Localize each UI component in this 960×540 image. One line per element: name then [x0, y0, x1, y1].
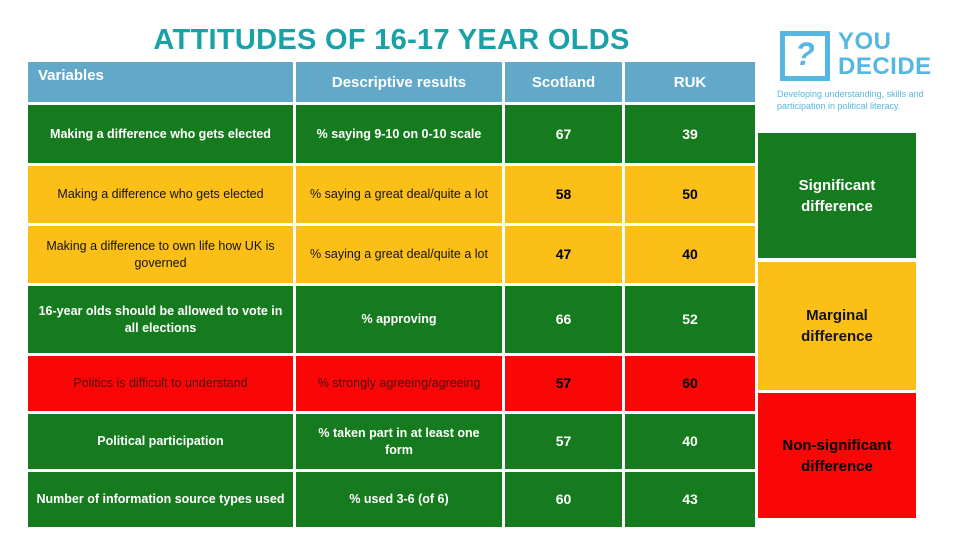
table-cell-variable: 16-year olds should be allowed to vote i… [28, 286, 293, 353]
legend-marginal-difference: Marginal difference [758, 262, 916, 390]
page-title: ATTITUDES OF 16-17 YEAR OLDS [153, 24, 630, 56]
table-cell-variable: Political participation [28, 414, 293, 469]
table-cell-descriptive: % saying 9-10 on 0-10 scale [296, 105, 502, 163]
table-cell-scotland: 60 [505, 472, 622, 527]
table-cell-ruk: 60 [625, 356, 755, 411]
table-cell-descriptive: % saying a great deal/quite a lot [296, 166, 502, 223]
logo-wordmark: YOU DECIDE [838, 28, 932, 81]
logo-tagline: Developing understanding, skills and par… [777, 89, 924, 111]
column-header-descriptive-results: Descriptive results [296, 62, 502, 102]
table-cell-descriptive: % saying a great deal/quite a lot [296, 226, 502, 283]
table-cell-ruk: 39 [625, 105, 755, 163]
table-cell-descriptive: % approving [296, 286, 502, 353]
table-cell-ruk: 52 [625, 286, 755, 353]
table-cell-scotland: 57 [505, 414, 622, 469]
column-header-variables: Variables [28, 62, 293, 102]
table-cell-scotland: 58 [505, 166, 622, 223]
logo-wordmark-decide: DECIDE [838, 53, 932, 81]
table-cell-scotland: 67 [505, 105, 622, 163]
table-cell-descriptive: % used 3-6 (of 6) [296, 472, 502, 527]
logo-wordmark-you: YOU [838, 28, 892, 55]
legend-significant-difference: Significant difference [758, 133, 916, 258]
table-cell-variable: Politics is difficult to understand [28, 356, 293, 411]
column-header-ruk: RUK [625, 62, 755, 102]
table-cell-variable: Making a difference to own life how UK i… [28, 226, 293, 283]
table-cell-scotland: 47 [505, 226, 622, 283]
table-cell-ruk: 40 [625, 226, 755, 283]
table-cell-ruk: 50 [625, 166, 755, 223]
table-cell-descriptive: % strongly agreeing/agreeing [296, 356, 502, 411]
table-cell-variable: Number of information source types used [28, 472, 293, 527]
table-cell-scotland: 66 [505, 286, 622, 353]
table-cell-variable: Making a difference who gets elected [28, 166, 293, 223]
column-header-scotland: Scotland [505, 62, 622, 102]
attitudes-table: Variables Descriptive results Scotland R… [28, 62, 755, 527]
table-cell-descriptive: % taken part in at least one form [296, 414, 502, 469]
table-cell-ruk: 40 [625, 414, 755, 469]
table-cell-variable: Making a difference who gets elected [28, 105, 293, 163]
table-cell-ruk: 43 [625, 472, 755, 527]
question-mark-icon: ? [795, 35, 815, 72]
you-decide-logo: ? [780, 31, 830, 81]
legend-non-significant-difference: Non-significant difference [758, 393, 916, 518]
table-cell-scotland: 57 [505, 356, 622, 411]
